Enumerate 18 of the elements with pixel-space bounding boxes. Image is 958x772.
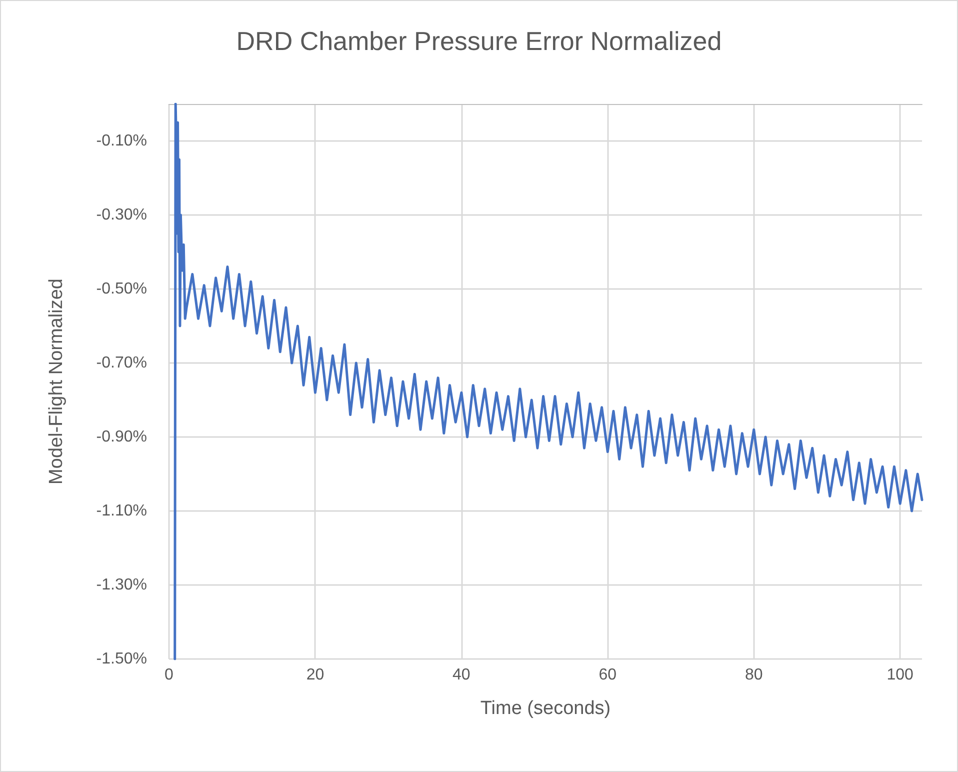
x-tick-label: 100 [886, 666, 914, 684]
y-tick-label: -1.10% [96, 502, 147, 520]
y-tick-label: -0.70% [96, 354, 147, 372]
x-tick-label: 20 [306, 666, 324, 684]
y-tick-label: -0.90% [96, 428, 147, 446]
x-tick-label: 60 [598, 666, 617, 684]
y-tick-label: -0.30% [96, 206, 147, 224]
line-series [174, 102, 924, 660]
y-axis-title: Model-Flight Normalized [46, 278, 67, 484]
y-tick-label: -0.10% [96, 132, 147, 150]
y-tick-label: -0.50% [96, 280, 147, 298]
x-tick-label: 0 [164, 666, 174, 684]
y-tick-label: -1.50% [96, 650, 147, 668]
x-tick-label: 80 [744, 666, 763, 684]
chart-title: DRD Chamber Pressure Error Normalized [236, 26, 722, 56]
y-tick-label: -1.30% [96, 576, 147, 594]
x-tick-label: 40 [452, 666, 470, 684]
x-axis-title: Time (seconds) [480, 698, 611, 719]
